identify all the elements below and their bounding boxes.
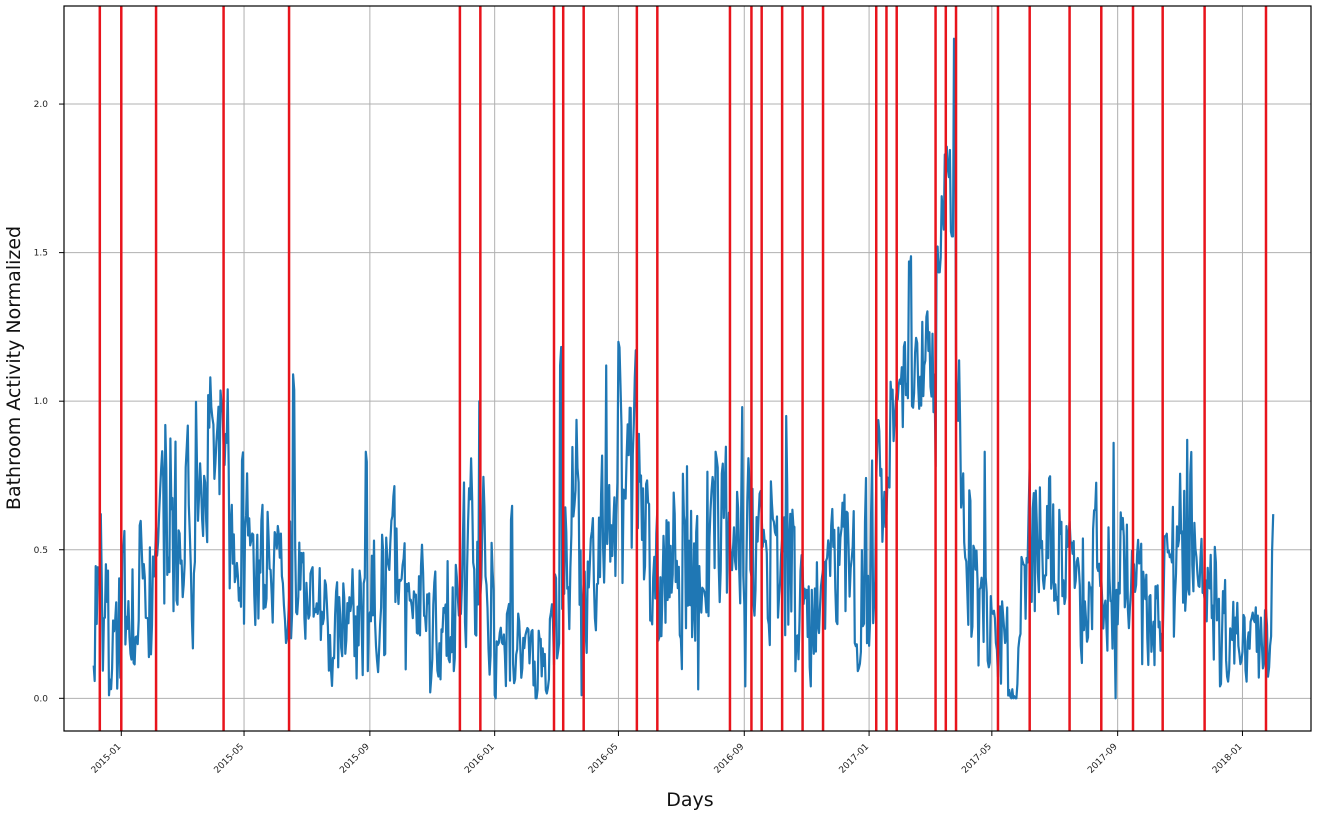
x-axis-title: Days <box>666 789 713 811</box>
x-tick-label: 2017-05 <box>960 742 994 776</box>
y-axis-title: Bathroom Activity Normalized <box>3 226 25 510</box>
y-tick-label: 1.0 <box>34 397 49 407</box>
x-tick-label: 2015-05 <box>212 742 246 776</box>
plot-frame-background <box>64 6 1311 731</box>
x-tick-label: 2015-09 <box>338 742 372 776</box>
y-tick-label: 2.0 <box>34 100 49 110</box>
x-tick-label: 2017-01 <box>838 742 872 776</box>
y-tick-label: 0.0 <box>34 694 49 704</box>
x-tick-label: 2018-01 <box>1211 742 1245 776</box>
y-tick-label: 1.5 <box>34 249 48 259</box>
y-tick-label: 0.5 <box>34 546 48 556</box>
x-tick-label: 2015-01 <box>90 742 124 776</box>
x-tick-label: 2016-01 <box>463 742 497 776</box>
y-axis-ticks: 0.0 0.5 1.0 1.5 2.0 <box>34 100 64 704</box>
vertical-lines <box>98 6 1268 731</box>
x-tick-label: 2016-05 <box>587 742 621 776</box>
x-axis-ticks: 2015-01 2015-05 2015-09 2016-01 2016-05 2016-… <box>90 731 1245 776</box>
x-tick-label: 2017-09 <box>1086 742 1120 776</box>
x-tick-label: 2016-09 <box>713 742 747 776</box>
plot-frame <box>63 5 1312 732</box>
